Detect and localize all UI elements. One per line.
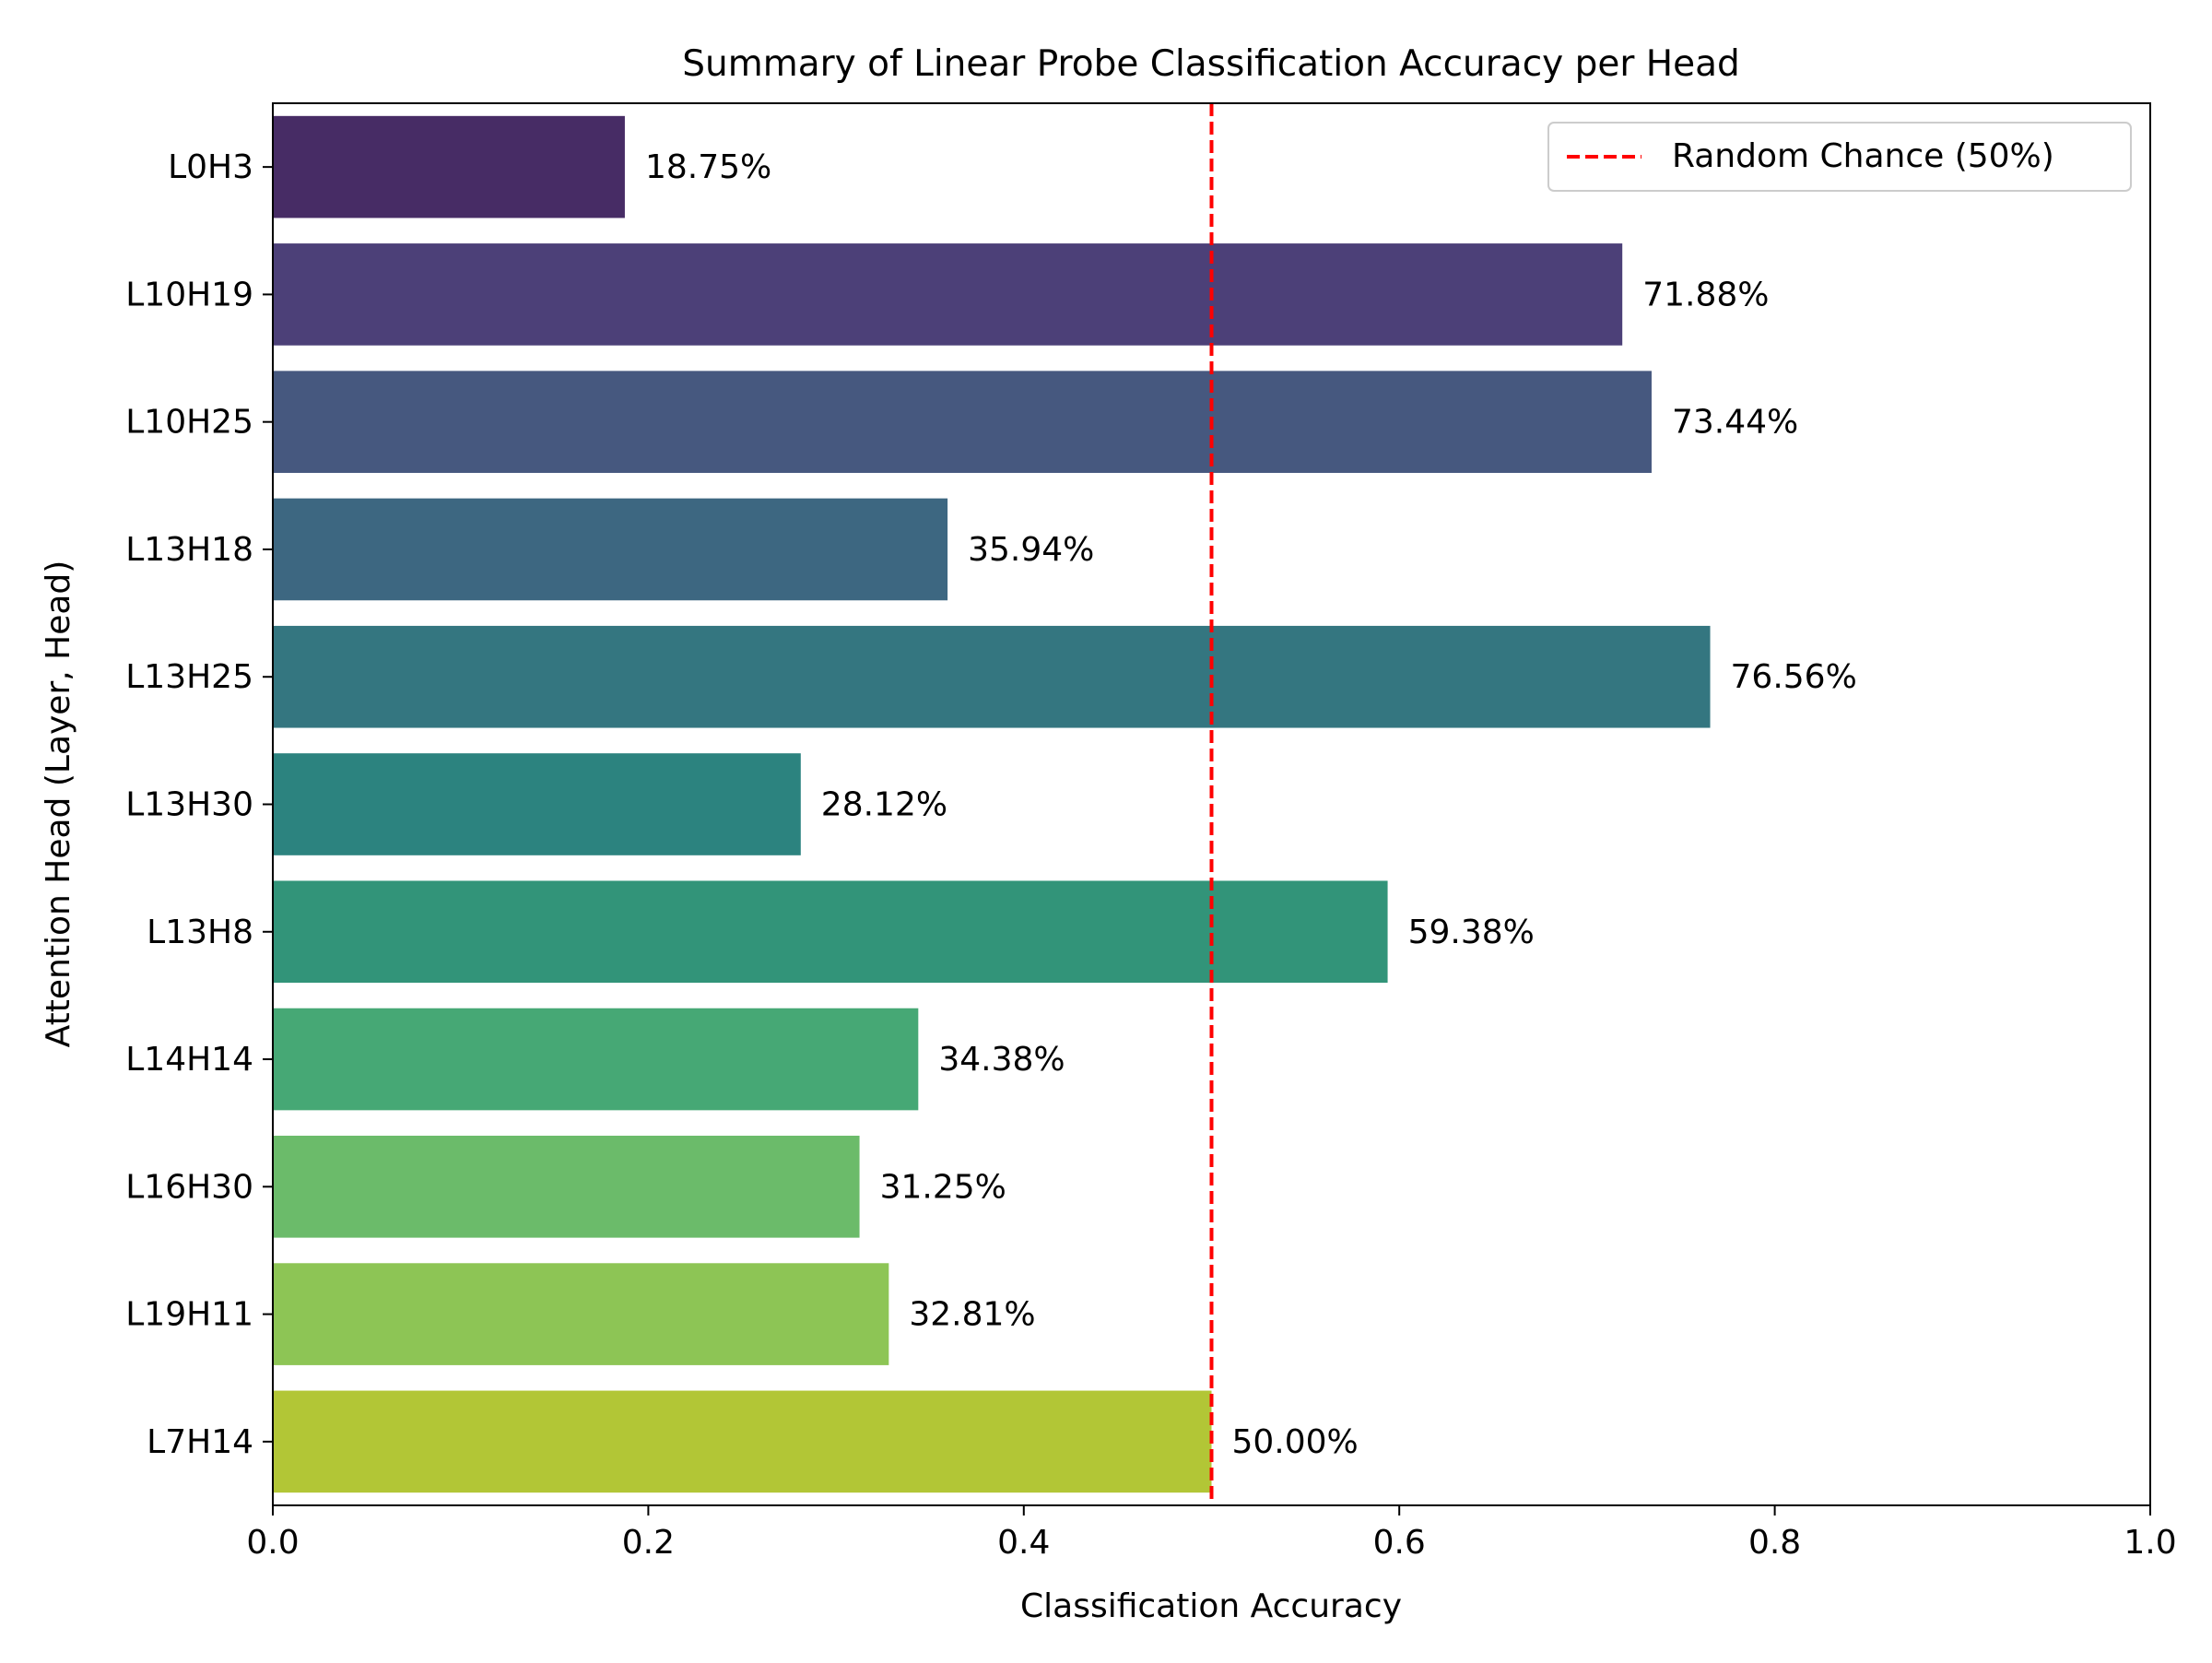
data-label: 71.88% bbox=[1642, 276, 1769, 313]
data-label: 59.38% bbox=[1408, 914, 1535, 951]
chart-title: Summary of Linear Probe Classification A… bbox=[682, 43, 1740, 85]
bar bbox=[273, 1008, 919, 1111]
data-label: 18.75% bbox=[645, 148, 771, 186]
legend: Random Chance (50%) bbox=[1547, 122, 2132, 192]
bar bbox=[273, 753, 801, 855]
y-axis-label: Attention Head (Layer, Head) bbox=[40, 560, 77, 1048]
bar bbox=[273, 498, 948, 601]
y-axis: L0H3 L10H19 L10H25 L13H18 L13H25 L13H30 L13H8 L… bbox=[125, 148, 273, 1461]
y-tick-label: L13H8 bbox=[147, 914, 253, 951]
data-label: 32.81% bbox=[909, 1296, 1035, 1334]
y-tick-label: L13H18 bbox=[125, 531, 253, 569]
x-tick-label: 1.0 bbox=[2124, 1524, 2176, 1562]
bar bbox=[273, 243, 1623, 346]
bar bbox=[273, 371, 1652, 473]
data-label: 28.12% bbox=[821, 786, 947, 824]
legend-box bbox=[1547, 122, 2132, 192]
y-tick-label: L13H30 bbox=[125, 786, 253, 824]
bar bbox=[273, 625, 1711, 728]
data-label: 31.25% bbox=[880, 1168, 1006, 1206]
data-label: 50.00% bbox=[1232, 1423, 1359, 1461]
data-label: 76.56% bbox=[1731, 658, 1857, 696]
x-tick-label: 0.8 bbox=[1748, 1524, 1801, 1562]
x-tick-label: 0.0 bbox=[246, 1524, 299, 1562]
bar bbox=[273, 1136, 860, 1238]
data-label: 35.94% bbox=[968, 531, 1094, 569]
y-tick-label: L13H25 bbox=[125, 658, 253, 696]
y-tick-label: L10H25 bbox=[125, 404, 253, 442]
bar bbox=[273, 1390, 1212, 1493]
x-tick-label: 0.6 bbox=[1373, 1524, 1426, 1562]
y-tick-label: L10H19 bbox=[125, 276, 253, 313]
bar bbox=[273, 115, 625, 218]
x-tick-label: 0.4 bbox=[997, 1524, 1050, 1562]
x-axis-label: Classification Accuracy bbox=[1020, 1587, 1402, 1625]
bars-layer: 18.75% 71.88% 73.44% 35.94% 76.56% 28.12% 59.3… bbox=[273, 115, 1857, 1493]
y-tick-label: L16H30 bbox=[125, 1168, 253, 1206]
x-axis: 0.0 0.2 0.4 0.6 0.8 1.0 bbox=[246, 1505, 2177, 1562]
bar bbox=[273, 1263, 889, 1365]
legend-entry: Random Chance (50%) bbox=[1672, 137, 2054, 175]
data-label: 73.44% bbox=[1672, 404, 1798, 442]
data-label: 34.38% bbox=[938, 1041, 1065, 1079]
y-tick-label: L7H14 bbox=[147, 1423, 253, 1461]
y-tick-label: L0H3 bbox=[168, 148, 253, 186]
y-tick-label: L14H14 bbox=[125, 1041, 253, 1079]
x-tick-label: 0.2 bbox=[622, 1524, 675, 1562]
y-tick-label: L19H11 bbox=[125, 1296, 253, 1334]
bar bbox=[273, 880, 1388, 984]
